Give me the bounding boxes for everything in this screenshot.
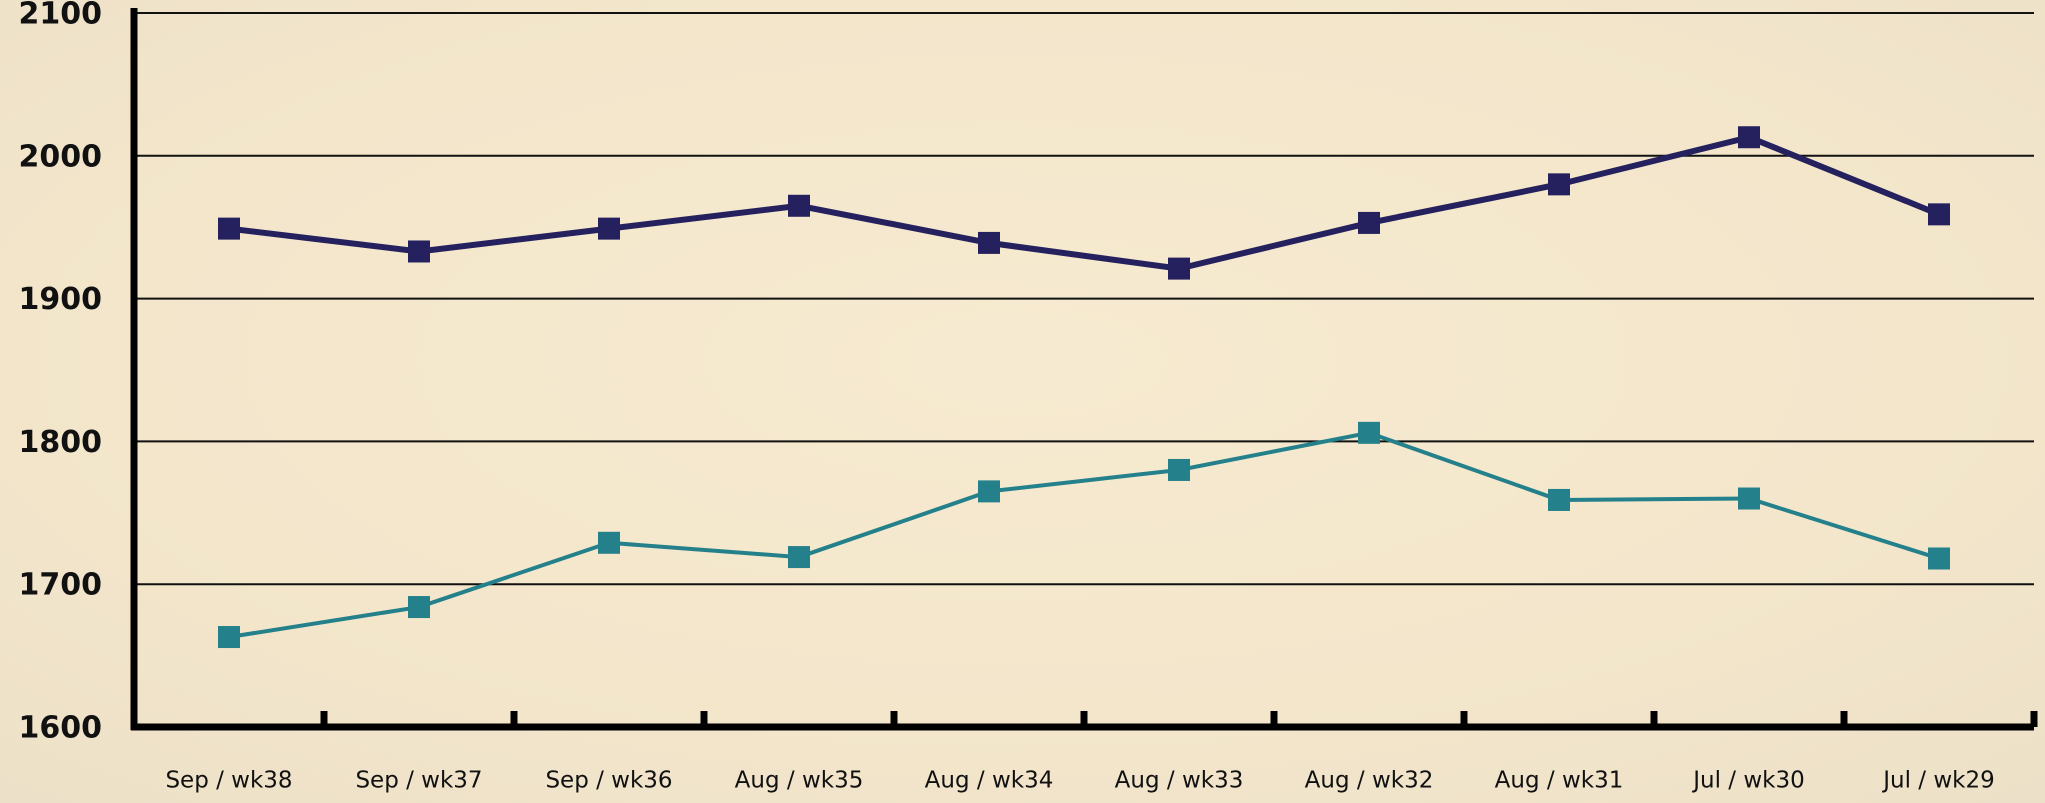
series-line (228, 134, 1941, 272)
y-tick-label: 1700 (19, 568, 103, 603)
point-marker (1168, 458, 1190, 481)
y-tick-label: 1800 (19, 425, 103, 460)
point-marker (978, 480, 1000, 503)
x-tick-label: Aug / wk35 (735, 768, 864, 794)
point-marker (1928, 203, 1950, 226)
x-tick-label: Aug / wk34 (925, 768, 1054, 794)
x-tick-label: Sep / wk37 (355, 768, 482, 794)
x-tick-label: Sep / wk36 (545, 768, 672, 794)
point-marker (1928, 547, 1950, 570)
x-tick-label: Sep / wk38 (165, 768, 292, 794)
x-tick-label: Aug / wk31 (1495, 768, 1624, 794)
point-marker (788, 546, 810, 569)
point-marker (598, 217, 620, 240)
x-tick-label: Aug / wk32 (1305, 768, 1434, 794)
x-tick-label: Aug / wk33 (1115, 768, 1244, 794)
point-marker (1168, 257, 1190, 280)
point-marker (1548, 173, 1570, 196)
y-tick-label: 1900 (19, 282, 103, 317)
series-line (228, 430, 1940, 640)
y-tick-label: 2000 (19, 139, 103, 174)
point-marker (408, 596, 430, 619)
x-tick-label: Jul / wk29 (1881, 768, 1995, 794)
y-tick-label: 2100 (19, 0, 103, 32)
point-marker (1548, 488, 1570, 511)
x-tick-label: Jul / wk30 (1691, 768, 1805, 794)
y-tick-label: 1600 (19, 711, 103, 746)
point-marker (1738, 487, 1760, 510)
point-marker (1358, 211, 1380, 234)
point-marker (978, 231, 1000, 254)
point-marker (218, 217, 240, 240)
point-marker (218, 626, 240, 649)
point-marker (1738, 126, 1760, 149)
point-marker (1358, 421, 1380, 444)
point-marker (788, 194, 810, 217)
point-marker (598, 531, 620, 554)
point-marker (408, 240, 430, 263)
